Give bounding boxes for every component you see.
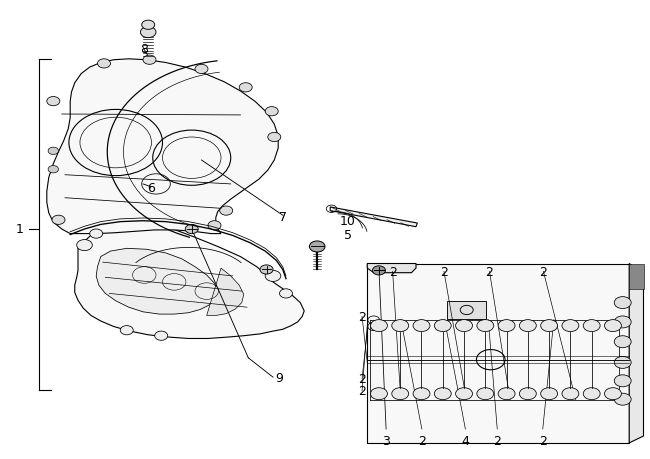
Polygon shape [96, 249, 218, 314]
Circle shape [583, 388, 600, 400]
Circle shape [147, 59, 152, 62]
Circle shape [77, 240, 92, 251]
Circle shape [265, 271, 281, 282]
Circle shape [101, 62, 107, 66]
Circle shape [142, 21, 155, 30]
Circle shape [614, 375, 631, 387]
Text: 2: 2 [486, 265, 493, 278]
Circle shape [372, 266, 385, 275]
Circle shape [392, 320, 409, 332]
Circle shape [456, 388, 473, 400]
Polygon shape [330, 207, 417, 227]
Circle shape [477, 388, 494, 400]
Circle shape [212, 224, 217, 228]
Circle shape [498, 320, 515, 332]
Text: 2: 2 [493, 434, 501, 447]
Circle shape [614, 297, 631, 309]
Text: 4: 4 [462, 434, 469, 447]
Circle shape [498, 388, 515, 400]
Circle shape [604, 388, 621, 400]
Circle shape [477, 320, 494, 332]
Circle shape [260, 265, 273, 274]
Circle shape [614, 336, 631, 348]
Text: 6: 6 [147, 182, 155, 195]
Circle shape [604, 320, 621, 332]
Circle shape [269, 110, 274, 114]
Text: 5: 5 [344, 229, 352, 241]
Circle shape [519, 320, 536, 332]
Circle shape [195, 65, 208, 74]
Circle shape [220, 207, 233, 216]
Polygon shape [47, 60, 278, 234]
Polygon shape [207, 269, 244, 316]
Text: 2: 2 [358, 310, 366, 323]
Circle shape [413, 388, 430, 400]
Circle shape [239, 84, 252, 93]
Text: 7: 7 [279, 210, 287, 223]
Circle shape [48, 166, 58, 174]
Text: 3: 3 [382, 434, 390, 447]
Text: 9: 9 [276, 371, 283, 384]
Text: 2: 2 [358, 372, 366, 385]
Circle shape [583, 320, 600, 332]
Circle shape [434, 320, 451, 332]
Text: 1: 1 [16, 223, 23, 236]
Polygon shape [367, 264, 416, 273]
Polygon shape [629, 264, 644, 443]
Circle shape [434, 388, 451, 400]
Text: 2: 2 [358, 385, 366, 397]
Text: 10: 10 [340, 215, 356, 228]
Circle shape [456, 320, 473, 332]
Circle shape [120, 326, 133, 335]
Circle shape [243, 86, 248, 90]
Text: 2: 2 [440, 265, 448, 278]
Circle shape [562, 320, 579, 332]
Circle shape [614, 357, 631, 369]
Circle shape [541, 320, 558, 332]
Circle shape [541, 388, 558, 400]
Bar [367, 264, 629, 443]
Circle shape [224, 209, 229, 213]
Bar [629, 264, 644, 289]
Text: 2: 2 [540, 265, 547, 278]
Text: 8: 8 [140, 43, 148, 56]
Circle shape [519, 388, 536, 400]
Bar [447, 302, 486, 319]
Circle shape [47, 97, 60, 106]
Circle shape [155, 331, 168, 341]
Circle shape [208, 221, 221, 230]
Text: 2: 2 [389, 265, 396, 278]
Circle shape [614, 393, 631, 405]
Circle shape [51, 100, 56, 104]
Circle shape [614, 316, 631, 328]
Text: 2: 2 [539, 434, 547, 447]
Circle shape [413, 320, 430, 332]
Circle shape [48, 148, 58, 155]
Circle shape [98, 60, 111, 69]
Circle shape [272, 136, 277, 140]
Circle shape [268, 133, 281, 142]
Circle shape [143, 56, 156, 65]
Circle shape [52, 216, 65, 225]
Circle shape [56, 218, 61, 222]
Circle shape [370, 388, 387, 400]
Circle shape [309, 241, 325, 252]
Polygon shape [75, 224, 304, 339]
Circle shape [370, 320, 387, 332]
Text: 2: 2 [418, 434, 426, 447]
Circle shape [280, 289, 292, 298]
Circle shape [185, 225, 198, 234]
Circle shape [140, 28, 156, 39]
Circle shape [392, 388, 409, 400]
Circle shape [265, 107, 278, 117]
Circle shape [90, 230, 103, 239]
Circle shape [199, 68, 204, 72]
Circle shape [562, 388, 579, 400]
